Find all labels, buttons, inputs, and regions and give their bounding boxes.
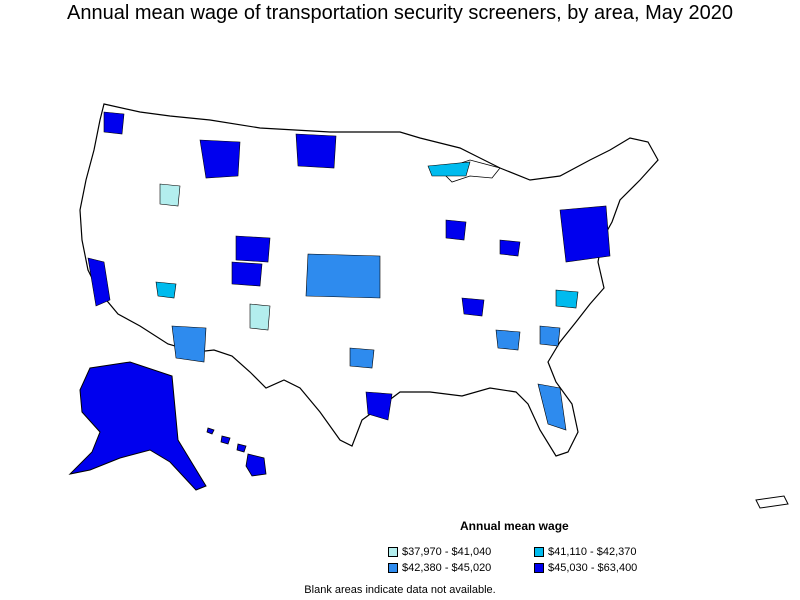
legend-label-2: $41,110 - $42,370: [548, 546, 637, 558]
area-michigan: [427, 161, 471, 177]
map-title: Annual mean wage of transportation secur…: [67, 2, 733, 24]
legend-swatch-2: [534, 547, 544, 557]
area-colorado-south: [231, 261, 263, 287]
area-florida: [537, 383, 567, 431]
area-texas-houston: [365, 391, 393, 421]
area-colorado: [235, 235, 271, 263]
area-oklahoma: [349, 347, 375, 369]
area-arizona: [171, 325, 207, 363]
area-georgia: [495, 329, 521, 351]
area-new-mexico: [249, 303, 271, 331]
legend-item-4: $45,030 - $63,400: [534, 562, 637, 574]
legend-title: Annual mean wage: [460, 519, 569, 533]
area-montana-west: [199, 139, 241, 179]
area-tennessee: [461, 297, 485, 317]
area-virginia: [555, 289, 579, 309]
area-california-coast: [87, 257, 111, 307]
legend-swatch-1: [388, 547, 398, 557]
footnote: Blank areas indicate data not available.: [304, 584, 496, 596]
area-idaho: [159, 183, 181, 207]
legend-swatch-3: [388, 563, 398, 573]
wage-areas: [87, 111, 611, 431]
legend-label-1: $37,970 - $41,040: [402, 546, 492, 558]
area-northeast: [559, 205, 611, 263]
area-nevada: [155, 281, 177, 299]
legend-item-2: $41,110 - $42,370: [534, 546, 636, 558]
area-chicago: [445, 219, 467, 241]
area-north-dakota: [295, 133, 337, 169]
legend-label-4: $45,030 - $63,400: [548, 562, 638, 574]
alaska: [68, 361, 207, 491]
area-kansas: [305, 253, 381, 299]
area-south-carolina: [539, 325, 561, 347]
hawaii: [206, 427, 267, 477]
area-washington: [103, 111, 125, 135]
legend-swatch-4: [534, 563, 544, 573]
legend-item-1: $37,970 - $41,040: [388, 546, 491, 558]
area-ohio: [499, 239, 521, 257]
legend-item-3: $42,380 - $45,020: [388, 562, 491, 574]
legend-label-3: $42,380 - $45,020: [402, 562, 492, 574]
puerto-rico: [755, 495, 789, 509]
